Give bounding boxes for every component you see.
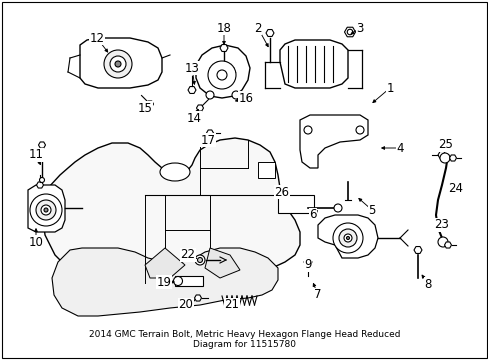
Polygon shape (146, 101, 153, 107)
Text: 25: 25 (438, 139, 452, 152)
Circle shape (173, 276, 182, 285)
Bar (278, 195, 313, 213)
Text: 24: 24 (447, 181, 463, 194)
Polygon shape (52, 248, 278, 316)
Circle shape (104, 50, 132, 78)
Text: 2: 2 (254, 22, 261, 35)
Polygon shape (299, 115, 367, 168)
Circle shape (338, 229, 356, 247)
Text: 5: 5 (367, 203, 375, 216)
Circle shape (44, 208, 48, 212)
Text: 17: 17 (200, 134, 215, 147)
Text: 19: 19 (156, 275, 171, 288)
Polygon shape (265, 30, 273, 36)
Text: 9: 9 (304, 258, 311, 271)
Text: 26: 26 (274, 185, 289, 198)
Circle shape (115, 61, 121, 67)
Polygon shape (28, 185, 65, 232)
Circle shape (207, 61, 236, 89)
Text: 11: 11 (28, 148, 43, 162)
Text: 1: 1 (386, 81, 393, 94)
Polygon shape (258, 162, 274, 178)
Polygon shape (448, 155, 456, 161)
Circle shape (195, 255, 204, 265)
Text: 18: 18 (216, 22, 231, 35)
Circle shape (343, 234, 351, 242)
Circle shape (110, 56, 126, 72)
Circle shape (41, 205, 51, 215)
Text: 7: 7 (314, 288, 321, 302)
Circle shape (231, 91, 240, 99)
Polygon shape (344, 27, 355, 37)
Polygon shape (145, 248, 184, 278)
Circle shape (439, 153, 449, 163)
Circle shape (30, 194, 62, 226)
Text: 4: 4 (395, 141, 403, 154)
Polygon shape (280, 40, 347, 88)
Text: 6: 6 (308, 208, 316, 221)
Polygon shape (196, 45, 249, 98)
Ellipse shape (160, 163, 190, 181)
Circle shape (346, 237, 349, 239)
Text: 12: 12 (89, 31, 104, 45)
Polygon shape (317, 215, 377, 258)
Text: 23: 23 (434, 219, 448, 231)
Circle shape (437, 237, 447, 247)
Polygon shape (206, 130, 213, 136)
Text: 13: 13 (184, 62, 199, 75)
Text: 8: 8 (424, 278, 431, 291)
Polygon shape (39, 142, 45, 148)
Circle shape (217, 70, 226, 80)
Polygon shape (196, 105, 203, 111)
Circle shape (304, 126, 311, 134)
Circle shape (346, 29, 352, 35)
Polygon shape (413, 247, 421, 253)
Circle shape (332, 223, 362, 253)
Polygon shape (37, 182, 43, 188)
Polygon shape (194, 295, 201, 301)
Circle shape (205, 91, 214, 99)
Text: 2014 GMC Terrain Bolt, Metric Heavy Hexagon Flange Head Reduced
Diagram for 1151: 2014 GMC Terrain Bolt, Metric Heavy Hexa… (88, 330, 400, 349)
Polygon shape (444, 242, 450, 248)
Text: 3: 3 (356, 22, 363, 35)
Polygon shape (80, 38, 162, 88)
Text: 14: 14 (186, 112, 201, 125)
Polygon shape (204, 248, 240, 278)
Text: 20: 20 (178, 298, 193, 311)
Polygon shape (437, 152, 445, 158)
Bar (175, 276, 203, 286)
Text: 16: 16 (238, 91, 253, 104)
Text: 10: 10 (28, 235, 43, 248)
Text: 21: 21 (224, 298, 239, 311)
Circle shape (333, 204, 341, 212)
Polygon shape (304, 258, 311, 265)
Circle shape (197, 257, 202, 262)
Circle shape (40, 177, 44, 183)
Text: 15: 15 (137, 102, 152, 114)
Polygon shape (220, 45, 227, 51)
Circle shape (355, 126, 363, 134)
Text: 22: 22 (180, 248, 195, 261)
Polygon shape (42, 138, 299, 283)
Polygon shape (187, 86, 196, 94)
Circle shape (36, 200, 56, 220)
